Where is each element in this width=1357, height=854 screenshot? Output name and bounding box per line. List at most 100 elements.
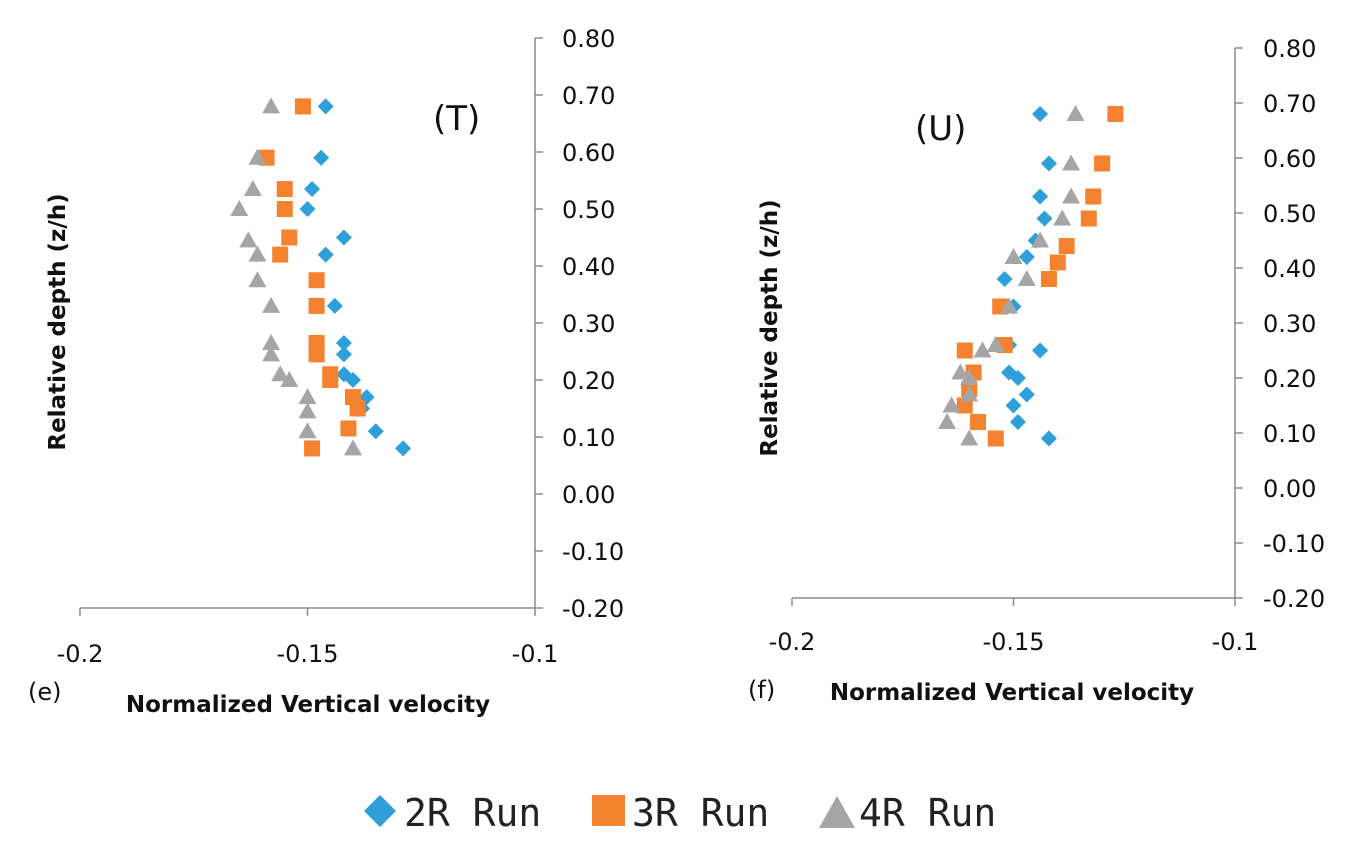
y-tick-label: 0.20 (562, 367, 615, 395)
data-point (960, 385, 979, 402)
data-point (344, 439, 362, 456)
data-point (970, 414, 987, 430)
data-point (304, 181, 321, 198)
data-point (298, 422, 317, 439)
panel-label: (U) (915, 109, 966, 149)
y-tick-label: -0.10 (1263, 530, 1325, 558)
data-point (996, 271, 1013, 287)
data-point (1062, 154, 1081, 171)
y-tick-label: 0.10 (562, 424, 615, 452)
panel-letter: (f) (748, 676, 775, 704)
data-point (1031, 231, 1050, 248)
data-point (986, 336, 1005, 352)
data-point (262, 97, 281, 114)
data-point (951, 363, 970, 380)
x-axis-title: Normalized Vertical velocity (830, 680, 1194, 706)
data-point (1032, 342, 1049, 359)
data-point (1018, 249, 1035, 265)
data-point (281, 229, 298, 246)
panel-letter: (e) (28, 678, 62, 706)
data-point (960, 369, 979, 385)
y-tick-label: 0.60 (562, 139, 615, 167)
data-point (262, 333, 281, 350)
series-3r-run (956, 106, 1124, 447)
x-tick-label: -0.1 (1212, 628, 1259, 656)
data-point (276, 181, 293, 198)
data-point (1040, 271, 1057, 287)
data-point (1066, 105, 1085, 121)
y-tick-label: -0.20 (1263, 585, 1325, 613)
data-point (395, 440, 412, 457)
data-point (1058, 238, 1075, 254)
data-point (1053, 209, 1072, 226)
y-tick-label: 0.30 (1263, 310, 1316, 338)
legend-marker-3r (592, 795, 625, 826)
data-point (1017, 270, 1036, 286)
y-axis-title: Relative depth (z/h) (757, 199, 783, 456)
y-tick-label: 0.50 (1263, 200, 1316, 228)
y-tick-label: 0.40 (562, 253, 615, 281)
y-tick-label: 0.00 (1263, 475, 1316, 503)
data-point (987, 430, 1004, 447)
data-point (1040, 430, 1057, 447)
data-point (308, 272, 325, 289)
data-point (973, 341, 992, 358)
series-2r-run (299, 98, 412, 457)
data-point (1009, 370, 1026, 386)
panel-label: (T) (433, 99, 480, 139)
x-tick-label: -0.15 (276, 640, 338, 668)
data-point (1036, 210, 1053, 227)
data-point (349, 400, 366, 417)
data-point (938, 413, 957, 429)
y-tick-label: 0.20 (1263, 365, 1316, 393)
x-tick-label: -0.2 (57, 640, 104, 668)
y-tick-label: 0.50 (562, 196, 615, 224)
data-point (308, 346, 325, 363)
data-point (960, 429, 979, 446)
data-point (367, 423, 384, 440)
series-4r-run (938, 105, 1085, 446)
data-point (304, 440, 321, 457)
data-point (1032, 188, 1049, 205)
data-point (335, 366, 352, 383)
legend-marker-4r (819, 796, 855, 828)
data-point (1080, 210, 1097, 227)
data-point (280, 371, 299, 387)
data-point (243, 180, 262, 197)
data-point (1009, 414, 1026, 430)
legend-label-2r: 2R Run (404, 791, 541, 835)
series-2r-run (996, 106, 1057, 447)
x-tick-label: -0.2 (769, 628, 816, 656)
series-4r-run (230, 97, 362, 456)
series-3r-run (258, 98, 366, 457)
data-point (308, 297, 325, 314)
y-tick-label: 0.30 (562, 310, 615, 338)
data-point (1107, 106, 1124, 122)
y-tick-label: 0.10 (1263, 420, 1316, 448)
y-tick-label: -0.20 (562, 595, 624, 623)
data-point (248, 245, 267, 262)
data-point (276, 201, 293, 217)
data-point (1032, 106, 1049, 122)
y-axis-title: Relative depth (z/h) (45, 193, 71, 450)
x-axis-title: Normalized Vertical velocity (126, 692, 490, 718)
data-point (326, 297, 343, 314)
data-point (322, 372, 339, 388)
data-point (335, 334, 352, 351)
data-point (1004, 248, 1023, 264)
data-point (317, 98, 334, 115)
legend-label-3r: 3R Run (632, 791, 769, 835)
y-tick-label: 0.60 (1263, 145, 1316, 173)
data-point (1018, 386, 1035, 403)
data-point (272, 246, 289, 263)
y-tick-label: 0.70 (562, 82, 615, 110)
data-point (956, 342, 973, 359)
panel-f: (f) (U) Normalized Vertical velocity Rel… (748, 35, 1325, 706)
data-point (239, 231, 258, 248)
data-point (262, 296, 281, 313)
legend-label-4r: 4R Run (859, 791, 996, 835)
data-point (1085, 188, 1102, 205)
data-point (942, 396, 961, 413)
y-tick-label: 0.80 (1263, 35, 1316, 63)
